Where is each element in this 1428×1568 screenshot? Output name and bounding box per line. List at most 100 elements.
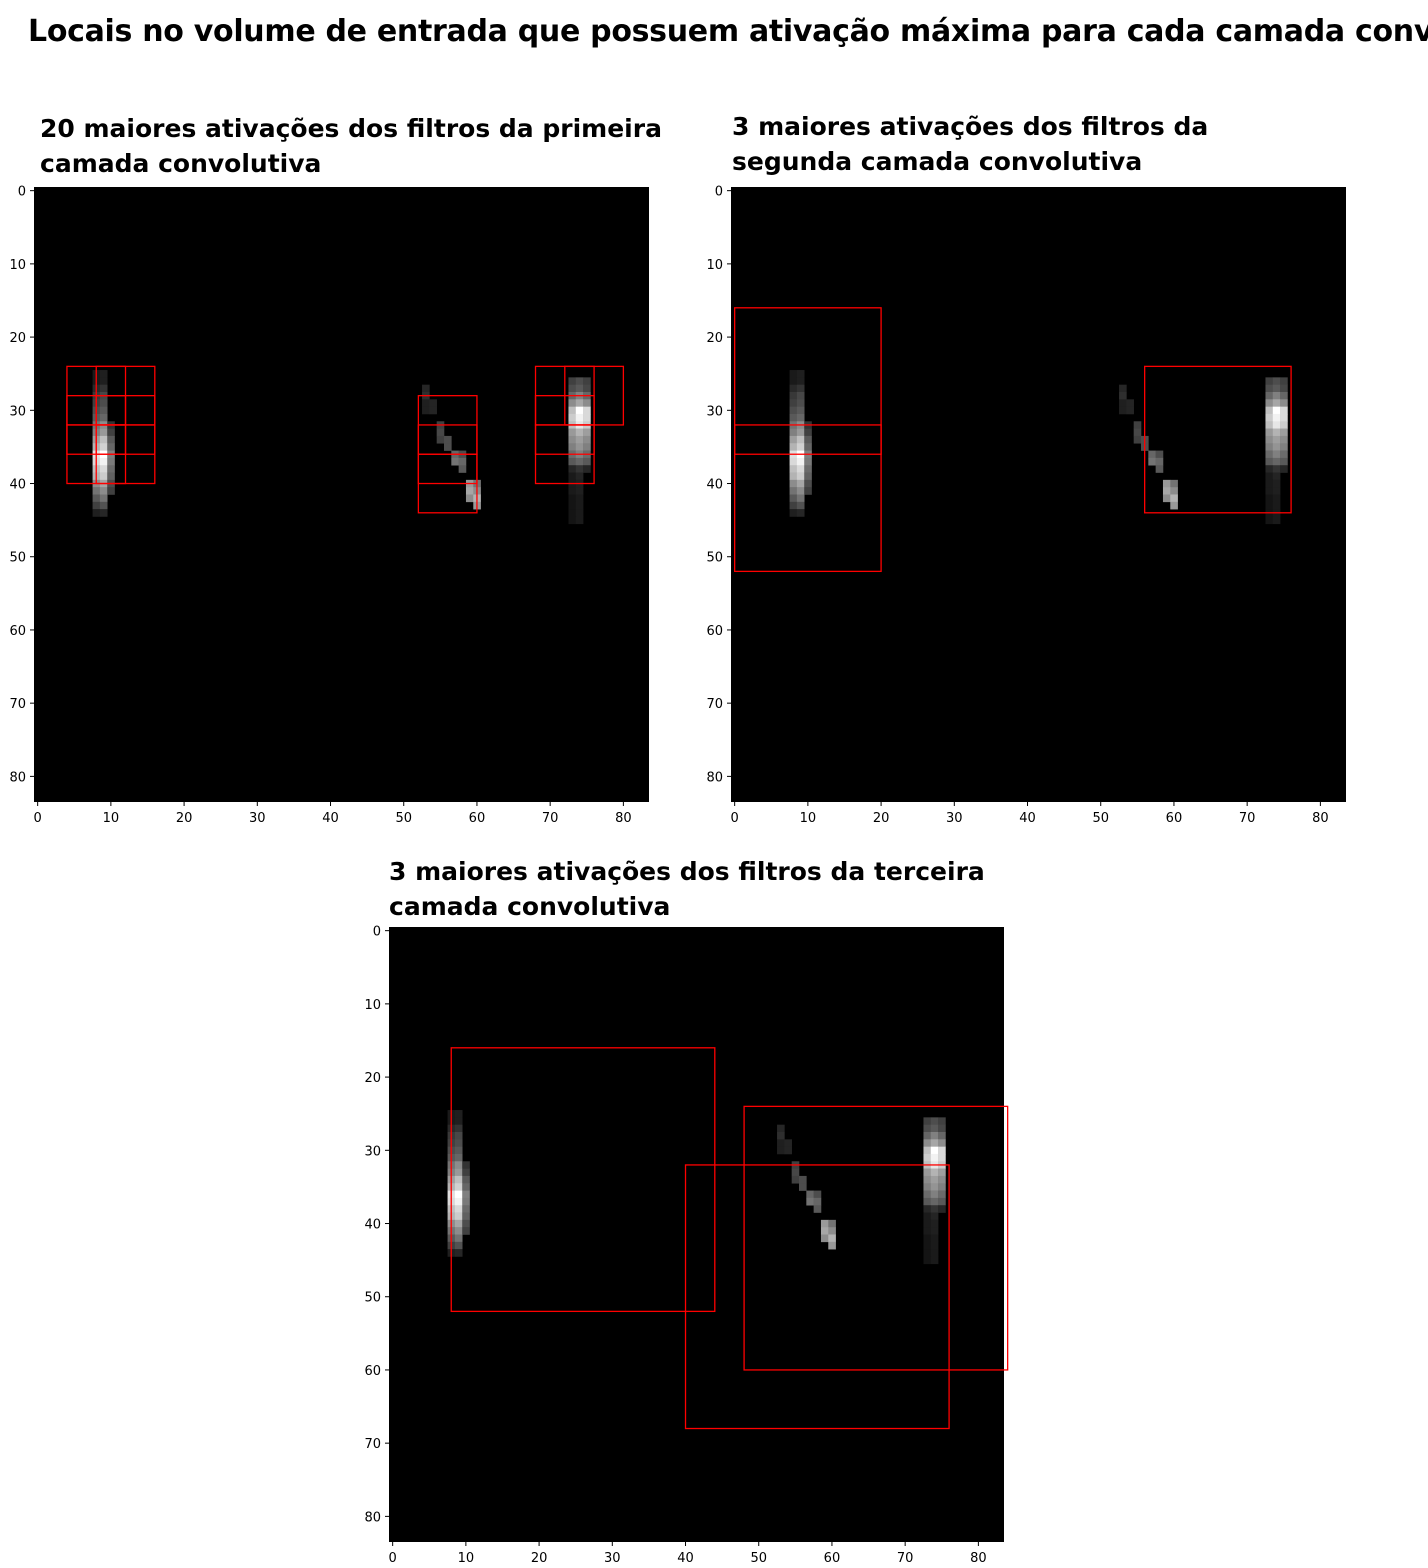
pixel-cell: [796, 494, 805, 503]
pixel-cell: [1265, 377, 1274, 385]
pixel-cell: [1265, 450, 1274, 459]
pixel-cell: [1265, 392, 1274, 400]
pixel-cell: [568, 516, 577, 525]
pixel-cell: [107, 472, 115, 481]
pixel-cell: [796, 465, 805, 473]
activation-box: [1144, 365, 1292, 514]
pixel-cell: [99, 494, 108, 503]
pixel-cell: [1148, 457, 1156, 466]
pixel-cell: [1133, 435, 1142, 444]
pixel-cell: [1162, 494, 1171, 503]
pixel-cell: [796, 487, 805, 495]
pixel-cell: [796, 435, 805, 444]
y-tick-label: 70: [364, 1437, 381, 1452]
pixel-cell: [1265, 428, 1274, 437]
x-tick-label: 70: [897, 1551, 914, 1566]
pixel-cell: [930, 1117, 939, 1125]
pixel-cell: [107, 435, 115, 444]
x-tick-label: 40: [1019, 811, 1036, 826]
pixel-cell: [422, 384, 430, 393]
pixel-cell: [930, 1205, 939, 1213]
pixel-cell: [568, 472, 577, 481]
pixel-cell: [99, 428, 108, 437]
pixel-cell: [789, 443, 798, 451]
pixel-cell: [107, 465, 115, 473]
pixel-cell: [454, 1227, 463, 1235]
pixel-cell: [107, 443, 115, 451]
pixel-cell: [923, 1227, 932, 1235]
pixel-cell: [784, 1139, 792, 1147]
pixel-cell: [1272, 479, 1281, 488]
pixel-cell: [796, 392, 805, 400]
pixel-cell: [583, 399, 591, 407]
pixel-cell: [789, 435, 798, 444]
pixel-cell: [454, 1212, 463, 1221]
image-background: [34, 187, 649, 802]
pixel-cell: [796, 384, 805, 393]
pixel-cell: [575, 494, 584, 503]
pixel-cell: [99, 472, 108, 481]
pixel-cell: [1148, 450, 1156, 459]
pixel-cell: [454, 1249, 463, 1257]
y-tick-label: 70: [706, 697, 723, 712]
pixel-cell: [789, 457, 798, 466]
y-tick-label: 0: [715, 185, 723, 200]
pixel-cell: [1272, 406, 1281, 415]
pixel-cell: [1280, 435, 1288, 444]
pixel-cell: [568, 501, 577, 510]
pixel-cell: [107, 428, 115, 437]
pixel-cell: [99, 487, 108, 495]
pixel-cell: [436, 435, 445, 444]
pixel-cell: [454, 1153, 463, 1162]
pixel-cell: [930, 1197, 939, 1206]
activation-box: [734, 424, 882, 573]
pixel-cell: [1119, 406, 1127, 415]
pixel-cell: [1170, 494, 1178, 503]
x-tick-label: 20: [873, 811, 890, 826]
pixel-cell: [789, 370, 798, 378]
pixel-cell: [1280, 377, 1288, 385]
pixel-cell: [820, 1227, 829, 1235]
pixel-cell: [99, 457, 108, 466]
y-tick-label: 30: [706, 404, 723, 419]
pixel-cell: [1272, 465, 1281, 473]
pixel-cell: [796, 413, 805, 422]
activation-box: [417, 453, 478, 514]
pixel-cell: [828, 1241, 836, 1250]
pixel-cell: [1265, 384, 1274, 393]
pixel-cell: [1265, 443, 1274, 451]
x-tick-label: 80: [970, 1551, 987, 1566]
pixel-cell: [930, 1241, 939, 1250]
pixel-cell: [454, 1161, 463, 1169]
x-tick-label: 0: [34, 811, 42, 826]
pixel-cell: [938, 1146, 946, 1155]
pixel-cell: [575, 443, 584, 451]
pixel-cell: [583, 377, 591, 385]
pixel-cell: [938, 1190, 946, 1199]
panel-1: 0 10 20 30 40 50 60 70 80 0 10 20 30 40 50 60 70 80: [9, 185, 649, 826]
pixel-cell: [1155, 457, 1164, 466]
pixel-cell: [796, 370, 805, 378]
activation-box: [450, 1047, 716, 1313]
pixel-cell: [1272, 443, 1281, 451]
y-tick-label: 80: [9, 770, 26, 785]
pixel-cell: [575, 509, 584, 517]
pixel-cell: [99, 377, 108, 385]
pixel-cell: [804, 428, 812, 437]
x-tick-label: 80: [1312, 811, 1329, 826]
pixel-cell: [828, 1234, 836, 1243]
pixel-cell: [92, 487, 101, 495]
pixel-cell: [938, 1117, 946, 1125]
pixel-cell: [804, 443, 812, 451]
pixel-cell: [804, 465, 812, 473]
pixel-cell: [804, 472, 812, 481]
pixel-cell: [791, 1175, 800, 1184]
pixel-cell: [1272, 428, 1281, 437]
pixel-cell: [1280, 457, 1288, 466]
pixel-cell: [436, 428, 445, 437]
pixel-cell: [1155, 450, 1164, 459]
pixel-cell: [444, 443, 452, 451]
panel-3: 0 10 20 30 40 50 60 70 80 0 10 20 30 40 50 60 70 80: [364, 925, 1009, 1566]
pixel-cell: [107, 457, 115, 466]
